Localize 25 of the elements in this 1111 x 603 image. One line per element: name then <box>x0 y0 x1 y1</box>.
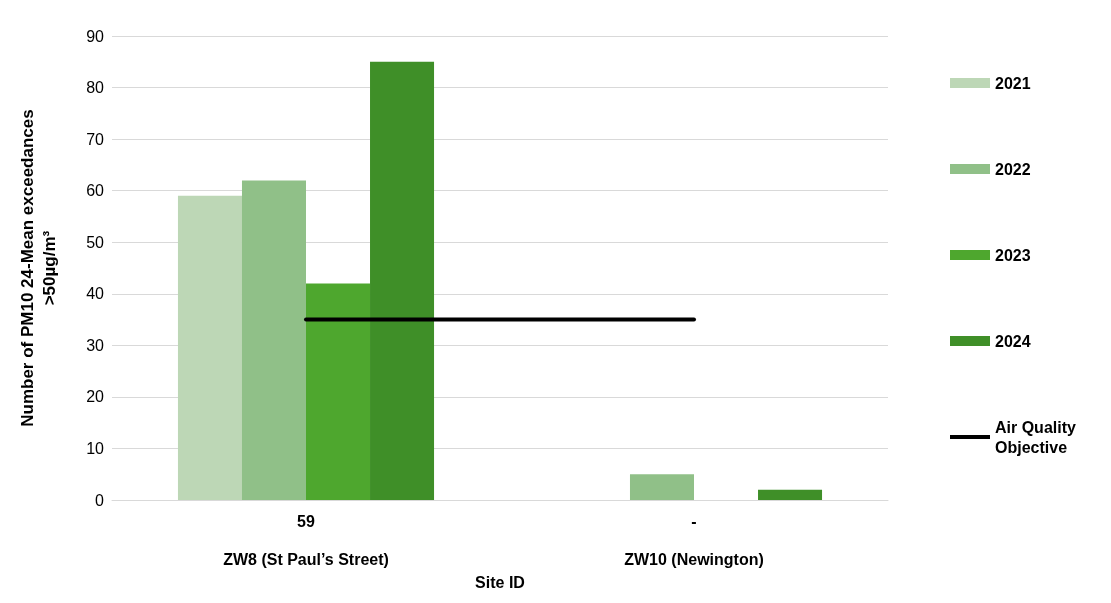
legend-label: 2023 <box>995 246 1031 264</box>
x-axis-title: Site ID <box>475 573 525 591</box>
legend-label: 2022 <box>995 160 1031 178</box>
y-tick-label: 60 <box>86 182 105 200</box>
y-tick-label: 40 <box>86 285 105 303</box>
y-axis-title: Number of PM10 24-Mean exceedances >50µg/m³ <box>17 109 59 427</box>
category-label: 59 ZW8 (St Paul’s Street) <box>223 513 389 569</box>
y-tick-label: 10 <box>86 440 105 458</box>
legend-label: 2021 <box>995 74 1031 92</box>
bar <box>241 180 306 501</box>
y-tick-label: 70 <box>86 130 105 148</box>
bar <box>177 195 242 501</box>
bar <box>758 489 823 501</box>
legend-label: Air Quality Objective <box>995 418 1081 456</box>
y-tick-label: 0 <box>95 491 105 509</box>
bar <box>629 474 694 501</box>
bar <box>306 283 371 501</box>
y-tick-label: 80 <box>86 79 105 97</box>
bar <box>370 61 435 501</box>
legend-label: 2024 <box>995 332 1031 350</box>
y-tick-label: 90 <box>86 27 105 45</box>
y-tick-label: 30 <box>86 336 105 354</box>
category-label: - ZW10 (Newington) <box>624 513 764 569</box>
y-tick-label: 50 <box>86 233 105 251</box>
y-tick-label: 20 <box>86 388 105 406</box>
